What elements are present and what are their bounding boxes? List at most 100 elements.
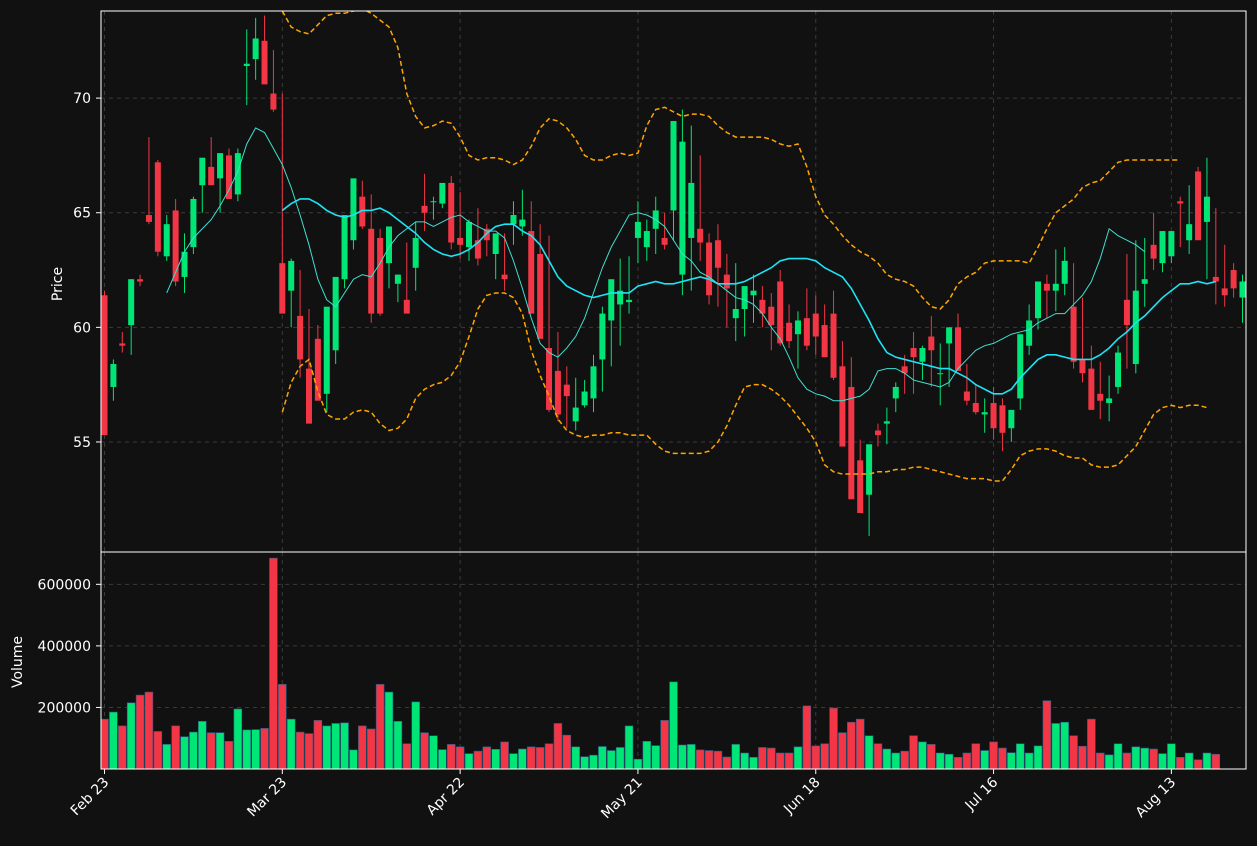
volume-bar bbox=[882, 748, 892, 769]
candle-body bbox=[1026, 320, 1033, 346]
volume-bar bbox=[1078, 745, 1087, 769]
candle-body bbox=[199, 157, 206, 186]
candle-body bbox=[394, 274, 401, 284]
candle-body bbox=[643, 231, 650, 248]
volume-bar bbox=[953, 757, 963, 769]
candle-body bbox=[190, 198, 197, 248]
volume-bar bbox=[749, 757, 758, 769]
volume-bar bbox=[838, 732, 847, 769]
candle-body bbox=[1079, 359, 1086, 374]
volume-bar bbox=[784, 752, 794, 769]
volume-bar bbox=[313, 720, 323, 769]
volume-bar bbox=[135, 694, 145, 769]
candle-body bbox=[919, 347, 926, 362]
volume-bar bbox=[855, 718, 865, 769]
candle-body bbox=[1159, 231, 1166, 264]
volume-bar bbox=[864, 735, 874, 769]
candle-body bbox=[750, 290, 757, 296]
volume-bar bbox=[402, 743, 412, 769]
candle-body bbox=[457, 237, 464, 245]
candle-body bbox=[910, 347, 917, 358]
volume-bar bbox=[393, 720, 403, 769]
volume-bar bbox=[109, 711, 118, 769]
volume-bar bbox=[322, 725, 332, 769]
volume-bar bbox=[446, 744, 456, 769]
candle-body bbox=[1141, 279, 1148, 284]
candle-body bbox=[1221, 288, 1228, 296]
volume-bar bbox=[242, 729, 251, 769]
candle-body bbox=[350, 178, 357, 241]
price-tick-label: 55 bbox=[73, 435, 91, 451]
volume-bar bbox=[758, 747, 767, 769]
candle-body bbox=[999, 405, 1006, 433]
volume-bar bbox=[349, 749, 358, 769]
volume-bar bbox=[1087, 718, 1096, 769]
volume-bar bbox=[980, 750, 989, 769]
volume-bar bbox=[695, 749, 705, 769]
volume-bar bbox=[944, 753, 954, 769]
volume-bar bbox=[722, 756, 732, 769]
volume-bar bbox=[651, 745, 660, 769]
volume-bar bbox=[775, 752, 785, 769]
candle-body bbox=[412, 237, 419, 268]
candle-body bbox=[261, 40, 268, 85]
volume-panel bbox=[101, 557, 1221, 769]
volume-bar bbox=[1015, 743, 1025, 769]
candle-body bbox=[866, 444, 873, 495]
volume-bar bbox=[500, 741, 509, 769]
volume-bar bbox=[455, 746, 465, 769]
volume-bar bbox=[918, 741, 927, 769]
candle-body bbox=[439, 182, 446, 204]
candle-body bbox=[688, 182, 695, 238]
volume-bar bbox=[189, 731, 198, 769]
candle-body bbox=[768, 306, 775, 326]
candle-body bbox=[1088, 368, 1095, 410]
candle-body bbox=[723, 274, 730, 289]
volume-bar bbox=[1007, 752, 1016, 769]
volume-bar bbox=[1096, 752, 1105, 769]
volume-bar bbox=[767, 747, 776, 769]
candle-body bbox=[901, 366, 908, 374]
volume-bar bbox=[420, 732, 429, 769]
candle-body bbox=[963, 391, 970, 401]
candle-body bbox=[448, 182, 455, 243]
candle-body bbox=[163, 224, 170, 257]
volume-bar bbox=[1122, 752, 1132, 769]
candle-body bbox=[537, 253, 544, 339]
volume-bar bbox=[144, 691, 154, 769]
candle-body bbox=[386, 226, 392, 264]
volume-bar bbox=[260, 728, 269, 769]
volume-bar bbox=[660, 720, 669, 769]
volume-bar bbox=[802, 705, 812, 769]
price-y-axis: 55 60 65 70 bbox=[73, 91, 101, 451]
candle-body bbox=[1017, 334, 1024, 399]
volume-bar bbox=[571, 746, 580, 769]
candle-body bbox=[937, 373, 944, 375]
volume-bar bbox=[509, 753, 518, 769]
volume-bar bbox=[251, 729, 260, 769]
volume-bar bbox=[989, 741, 998, 769]
volume-bar bbox=[206, 732, 216, 769]
volume-bar bbox=[1167, 743, 1176, 769]
candle-body bbox=[590, 366, 597, 399]
candle-body bbox=[679, 141, 686, 275]
volume-bar bbox=[1104, 754, 1114, 769]
volume-bar bbox=[562, 734, 572, 769]
moving-average-long-line bbox=[281, 198, 1217, 395]
volume-bar bbox=[962, 752, 972, 769]
volume-bar bbox=[678, 744, 687, 769]
candle-body bbox=[359, 196, 366, 227]
candle-body bbox=[706, 242, 713, 296]
candle-body bbox=[883, 421, 890, 424]
candle-body bbox=[928, 336, 935, 351]
price-tick-label: 70 bbox=[73, 91, 91, 107]
candle-body bbox=[634, 221, 641, 238]
candle-body bbox=[332, 276, 339, 351]
candle-body bbox=[821, 325, 828, 358]
volume-bar bbox=[1211, 753, 1221, 769]
candle-body bbox=[972, 402, 979, 413]
candle-body bbox=[403, 299, 410, 314]
volume-bar bbox=[1158, 753, 1167, 769]
volume-bar bbox=[1193, 759, 1203, 769]
